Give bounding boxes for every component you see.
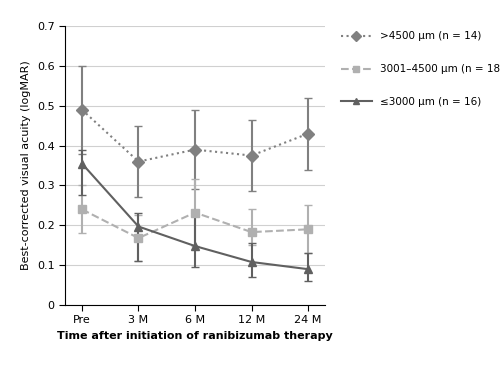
X-axis label: Time after initiation of ranibizumab therapy: Time after initiation of ranibizumab the…: [57, 331, 333, 341]
Y-axis label: Best-corrected visual acuity (logMAR): Best-corrected visual acuity (logMAR): [22, 61, 32, 270]
Legend: >4500 μm (n = 14), 3001–4500 μm (n = 18), ≤3000 μm (n = 16): >4500 μm (n = 14), 3001–4500 μm (n = 18)…: [340, 31, 500, 107]
